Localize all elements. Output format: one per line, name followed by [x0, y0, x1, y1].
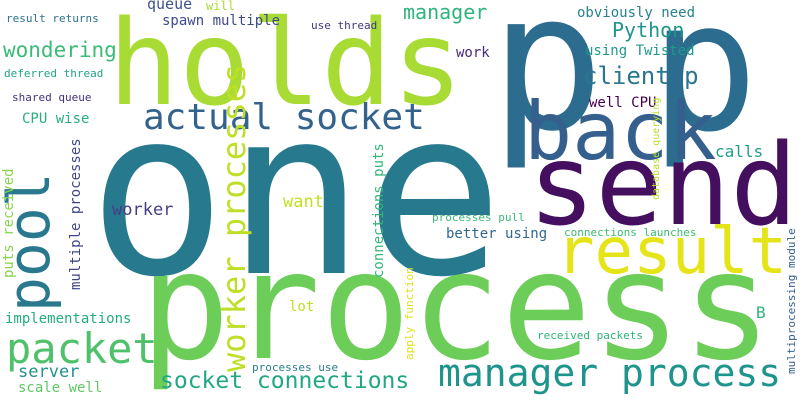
word-worker-processes: worker processes — [215, 63, 253, 372]
word-result-returns: result returns — [6, 12, 99, 25]
word-python: Python — [612, 18, 685, 42]
word-processes-pull: processes pull — [432, 211, 525, 224]
word-calls: calls — [715, 142, 764, 161]
word-queue: queue — [147, 0, 193, 13]
word-lot: lot — [289, 299, 315, 315]
word-apply-function: apply function — [403, 267, 416, 360]
word-result: result — [556, 215, 788, 289]
word-well-cpu: well CPU — [589, 95, 657, 111]
word-one: one — [88, 61, 504, 328]
word-manager: manager — [403, 0, 488, 24]
word-b: B — [756, 303, 766, 322]
word-scale-well: scale well — [18, 380, 103, 396]
word-shared-queue: shared queue — [12, 91, 92, 104]
word-connections-puts: connections puts — [371, 143, 387, 278]
word-packet: packet — [6, 324, 158, 373]
word-received-packets: received packets — [537, 329, 643, 342]
word-multiprocessing-module: multiprocessing module — [785, 228, 798, 374]
word-database-querying: database querying — [651, 97, 662, 200]
word-puts-received: puts received — [1, 168, 17, 278]
word-want: want — [283, 192, 324, 212]
word-manager-process: manager process — [438, 351, 782, 395]
word-using-twisted: using Twisted — [585, 43, 695, 59]
word-will: will — [206, 0, 235, 13]
word-spawn-multiple: spawn multiple — [162, 13, 281, 29]
word-deferred-thread: deferred thread — [4, 67, 104, 80]
word-use-thread: use thread — [311, 19, 378, 32]
word-actual-socket: actual socket — [143, 97, 425, 138]
word-socket-connections: socket connections — [160, 368, 410, 394]
word-connections-launches: connections launches — [564, 226, 697, 239]
word-p-1: p — [490, 0, 605, 173]
word-work: work — [456, 45, 490, 61]
word-obviously-need: obviously need — [577, 5, 696, 21]
word-processes-use: processes use — [252, 361, 339, 374]
word-wondering: wondering — [3, 38, 117, 62]
word-send: send — [528, 121, 798, 251]
word-back: back — [524, 85, 717, 178]
word-process: process — [140, 220, 773, 394]
word-client-p: client p — [583, 62, 699, 90]
word-server: server — [18, 362, 80, 382]
word-worker: worker — [112, 200, 174, 220]
word-holds: holds — [108, 0, 464, 132]
word-better-using: better using — [446, 226, 548, 242]
word-implementations: implementations — [5, 311, 132, 327]
word-cpu-wise: CPU wise — [22, 111, 90, 127]
word-p-2: p — [650, 0, 759, 172]
word-multiple-processes: multiple processes — [68, 138, 84, 290]
